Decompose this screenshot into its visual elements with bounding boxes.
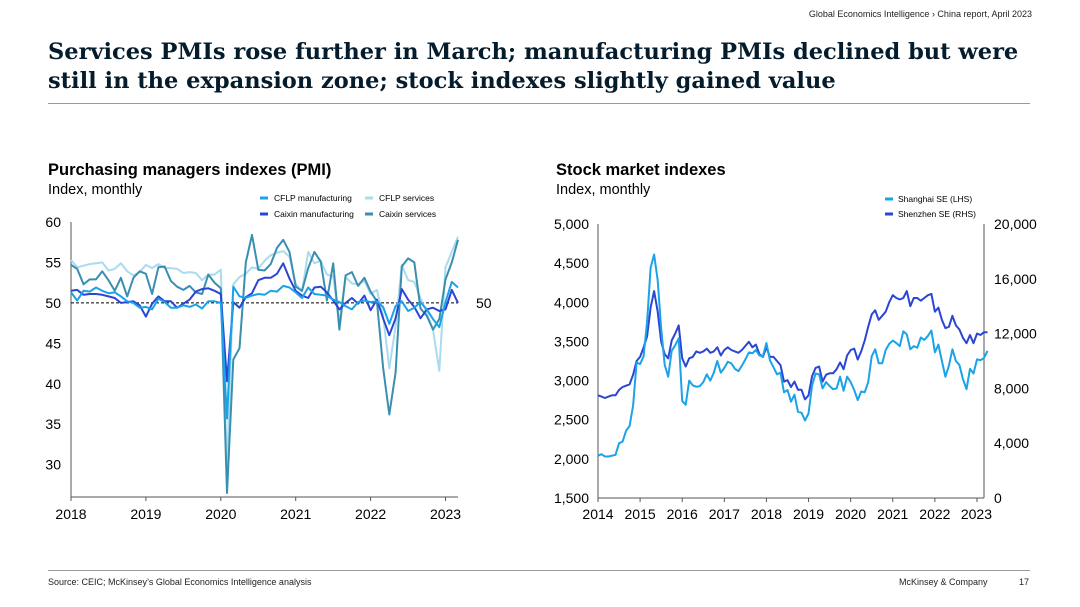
stock-x-tick-label: 2019 bbox=[793, 506, 824, 522]
stock-y-left-tick-label: 2,500 bbox=[554, 412, 589, 428]
stock-x-tick-label: 2021 bbox=[877, 506, 908, 522]
page-title: Services PMIs rose further in March; man… bbox=[48, 39, 1019, 94]
stock-x-tick-label: 2016 bbox=[667, 506, 698, 522]
company-name: McKinsey & Company bbox=[899, 577, 988, 587]
pmi-series-line-caixin-manufacturing bbox=[70, 262, 459, 383]
pmi-x-tick-label: 2021 bbox=[280, 506, 311, 522]
pmi-y-tick-label: 45 bbox=[45, 335, 61, 351]
stock-y-right-tick-label: 0 bbox=[994, 490, 1002, 506]
title-divider bbox=[48, 103, 1030, 104]
pmi-y-tick-label: 60 bbox=[45, 214, 61, 230]
stock-series-line-shanghai-se-lhs bbox=[597, 253, 989, 458]
stock-y-right-tick-label: 8,000 bbox=[994, 380, 1029, 396]
stock-x-tick-label: 2020 bbox=[835, 506, 866, 522]
stock-chart-subtitle: Index, monthly bbox=[556, 182, 651, 198]
stock-y-left-tick-label: 4,500 bbox=[554, 255, 589, 271]
stock-series-line-shenzhen-se-rhs bbox=[597, 290, 988, 401]
stock-chart-title: Stock market indexes bbox=[556, 161, 726, 179]
stock-y-left-tick-label: 3,500 bbox=[554, 333, 589, 349]
pmi-y-tick-label: 50 bbox=[45, 295, 61, 311]
stock-y-left-tick-label: 5,000 bbox=[554, 216, 589, 232]
pmi-y-tick-label: 40 bbox=[45, 376, 61, 392]
stock-x-tick-label: 2014 bbox=[582, 506, 613, 522]
pmi-x-tick-label: 2022 bbox=[355, 506, 386, 522]
page-number: 17 bbox=[1019, 577, 1030, 587]
stock-y-right-tick-label: 12,000 bbox=[994, 326, 1037, 342]
footer-divider bbox=[48, 570, 1030, 571]
pmi-y-tick-label: 30 bbox=[45, 457, 61, 473]
stock-y-left-tick-label: 1,500 bbox=[554, 490, 589, 506]
pmi-y-tick-label: 55 bbox=[45, 254, 61, 270]
pmi-legend-label: CFLP manufacturing bbox=[274, 193, 352, 203]
stock-x-tick-label: 2017 bbox=[709, 506, 740, 522]
stock-y-left-tick-label: 2,000 bbox=[554, 451, 589, 467]
pmi-x-tick-label: 2023 bbox=[430, 506, 461, 522]
stock-legend-label: Shenzhen SE (RHS) bbox=[898, 209, 976, 219]
pmi-legend-label: Caixin services bbox=[379, 209, 436, 219]
stock-x-tick-label: 2022 bbox=[919, 506, 950, 522]
pmi-series-line-caixin-services bbox=[70, 233, 459, 494]
stock-x-tick-label: 2018 bbox=[751, 506, 782, 522]
pmi-chart-subtitle: Index, monthly bbox=[48, 182, 143, 198]
pmi-x-tick-label: 2019 bbox=[130, 506, 161, 522]
pmi-x-tick-label: 2020 bbox=[205, 506, 236, 522]
stock-x-tick-label: 2023 bbox=[961, 506, 992, 522]
pmi-y-tick-label: 35 bbox=[45, 416, 61, 432]
stock-x-tick-label: 2015 bbox=[625, 506, 656, 522]
pmi-reference-label: 50 bbox=[476, 295, 492, 311]
stock-y-right-tick-label: 20,000 bbox=[994, 216, 1037, 232]
breadcrumb: Global Economics Intelligence › China re… bbox=[808, 9, 1032, 19]
stock-y-left-tick-label: 4,000 bbox=[554, 294, 589, 310]
pmi-chart-title: Purchasing managers indexes (PMI) bbox=[48, 161, 332, 179]
pmi-legend-label: Caixin manufacturing bbox=[274, 209, 354, 219]
stock-y-left-tick-label: 3,000 bbox=[554, 373, 589, 389]
stock-y-right-tick-label: 4,000 bbox=[994, 435, 1029, 451]
source-note: Source: CEIC; McKinsey’s Global Economic… bbox=[48, 577, 312, 587]
pmi-legend-label: CFLP services bbox=[379, 193, 434, 203]
stock-legend-label: Shanghai SE (LHS) bbox=[898, 194, 972, 204]
pmi-series-line-cflp-manufacturing bbox=[70, 280, 459, 420]
stock-y-right-tick-label: 16,000 bbox=[994, 271, 1037, 287]
pmi-x-tick-label: 2018 bbox=[55, 506, 86, 522]
